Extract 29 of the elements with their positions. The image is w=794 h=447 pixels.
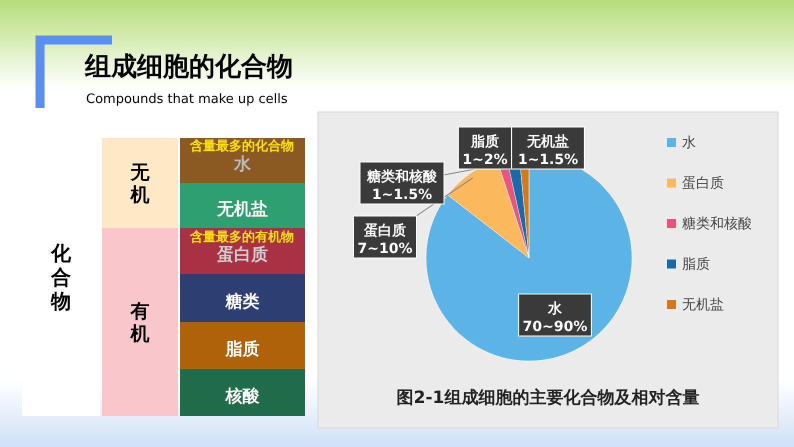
text: 组成细胞的化合物 (84, 52, 293, 82)
text: 1~1.5% (518, 152, 578, 168)
text: 脂质 (224, 340, 260, 360)
text: Compounds that make up cells (86, 92, 288, 107)
text: 含量最多的有机物 (189, 229, 294, 245)
text: 7~10% (358, 241, 412, 257)
legend-label: 蛋白质 (682, 176, 724, 192)
text: 核酸 (224, 386, 260, 406)
caption: 图2-1组成细胞的主要化合物及相对含量 (396, 388, 700, 408)
slice-label: 无机盐 (526, 134, 569, 150)
legend-label: 水 (682, 135, 696, 151)
text: 化合物 (50, 241, 72, 313)
text: 糖类 (224, 292, 260, 312)
text: 蛋白质 (216, 245, 268, 265)
text: 1~2% (462, 152, 508, 168)
text: 含量最多的化合物 (189, 138, 294, 154)
legend-label: 糖类和核酸 (682, 216, 752, 232)
text: 水 (233, 154, 252, 174)
legend-label: 无机盐 (682, 297, 724, 313)
text: 无机 (130, 161, 150, 206)
legend-label: 脂质 (682, 256, 710, 272)
slice-label: 糖类和核酸 (366, 168, 438, 185)
slice-label: 水 (547, 301, 563, 317)
slice-label: 脂质 (470, 133, 499, 150)
text: 70~90% (522, 319, 588, 335)
text: 1~1.5% (372, 187, 432, 203)
text: 无机盐 (216, 200, 268, 220)
text: 有机 (130, 300, 150, 346)
slice-label: 蛋白质 (363, 222, 406, 239)
